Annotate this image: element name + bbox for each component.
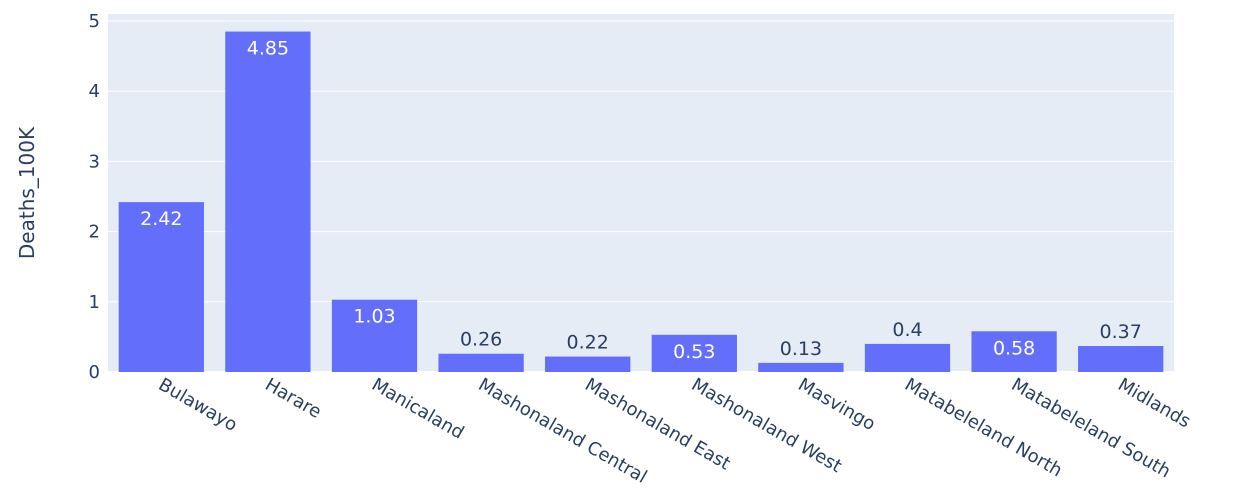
x-tick-label: Harare [261,374,324,423]
data-label: 0.4 [892,319,922,341]
bar [331,299,418,372]
y-axis-label: Deaths_100K [15,126,39,259]
data-label: 2.42 [140,208,182,230]
x-tick-label: Manicaland [368,374,467,444]
bar [1078,346,1164,372]
bar [438,353,524,372]
data-label: 0.22 [567,332,609,354]
data-label: 4.85 [247,38,289,60]
data-label: 0.58 [993,337,1035,359]
y-axis-ticks: 0 1 2 3 4 5 [89,11,100,383]
bar [864,343,951,372]
bar [971,331,1057,372]
data-label: 0.26 [460,329,502,351]
bars: 2.42 4.85 1.03 0.26 0.22 0.53 0.13 0.4 0.58 0.37 [118,31,1164,373]
bar [225,31,311,373]
data-label: 0.53 [673,341,715,363]
y-tick-label: 3 [89,151,100,172]
x-tick-label: Midlands [1114,374,1194,432]
y-tick-label: 5 [89,11,100,32]
data-label: 0.37 [1100,321,1142,343]
bar [545,356,631,372]
data-label: 1.03 [353,306,395,328]
y-tick-label: 0 [89,362,100,383]
x-tick-label: Bulawayo [155,374,241,436]
bar [118,202,204,372]
y-tick-label: 1 [89,292,100,313]
bar [758,362,844,372]
y-tick-label: 4 [89,81,100,102]
bar [651,334,737,372]
data-label: 0.13 [780,338,822,360]
y-tick-label: 2 [89,222,100,243]
x-axis-ticks: Bulawayo Harare Manicaland Mashonaland Cent… [155,374,1194,488]
x-tick-label: Mashonaland Central [475,374,651,488]
x-tick-label: Masvingo [794,374,879,435]
